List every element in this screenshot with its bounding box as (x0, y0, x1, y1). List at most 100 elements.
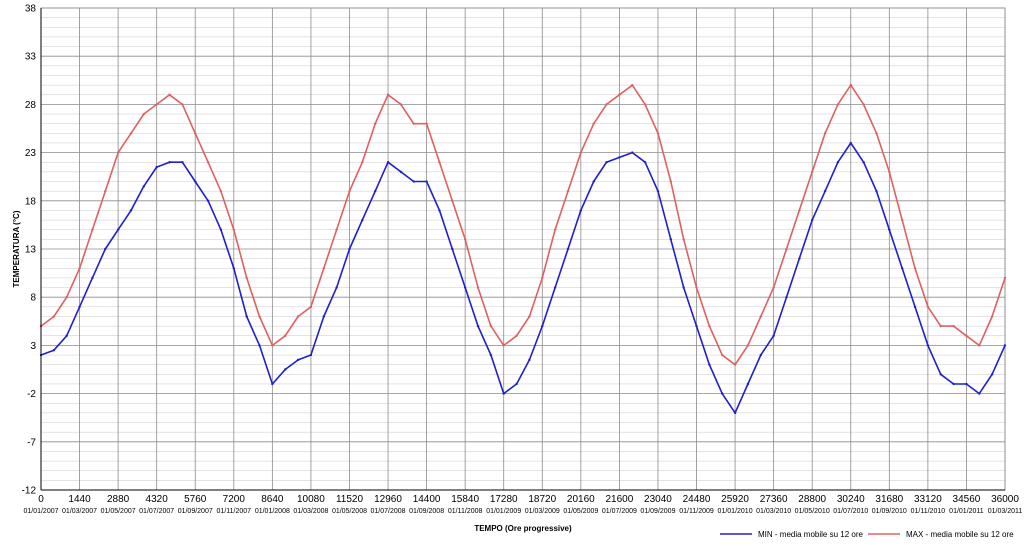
series-point (708, 363, 711, 366)
series-point (746, 344, 750, 347)
series-point (451, 199, 454, 202)
series-point (65, 334, 68, 337)
x-tick-label: 28800 (798, 494, 826, 505)
x-tick-label: 17280 (490, 494, 518, 505)
series-point (695, 324, 698, 328)
series-point (579, 209, 583, 212)
x-date-label: 01/03/2009 (525, 508, 560, 515)
series-point (849, 141, 852, 145)
x-tick-label: 15840 (451, 494, 479, 505)
series-point (669, 238, 673, 241)
series-point (386, 161, 390, 164)
series-point (194, 132, 197, 135)
series-group (39, 83, 1007, 415)
series-point (965, 334, 968, 337)
x-axis-title: TEMPO (Ore progressive) (474, 524, 572, 533)
y-tick-label: 33 (25, 52, 37, 63)
series-point (1003, 344, 1007, 347)
series-point (399, 170, 403, 174)
series-point (168, 161, 171, 164)
series-point (232, 228, 235, 231)
series-point (605, 161, 608, 164)
legend: MIN - media mobile su 12 ore MAX - media… (720, 530, 1014, 539)
x-date-label: 01/09/2010 (872, 508, 907, 515)
x-date-label: 01/01/2009 (486, 508, 521, 515)
x-tick-label: 31680 (875, 494, 903, 505)
axes (40, 8, 1005, 491)
series-point (618, 156, 621, 159)
series-point (463, 238, 467, 241)
series-point (926, 305, 930, 309)
y-axis-title: TEMPERATURA (°C) (12, 210, 21, 287)
x-tick-label: 18720 (528, 494, 556, 505)
series-point (476, 286, 480, 289)
series-point (823, 132, 827, 135)
series-point (656, 132, 660, 135)
series-point (553, 286, 557, 289)
series-point (849, 83, 852, 87)
x-date-label: 01/09/2007 (178, 508, 213, 515)
x-tick-labels: 0 1440 2880 4320 5760 7200 8640 10080 11520 12960… (38, 494, 1019, 505)
series-point (296, 315, 300, 318)
series-point (862, 161, 865, 164)
x-date-label: 01/01/2010 (718, 508, 753, 515)
series-point (399, 103, 403, 106)
x-date-label: 01/11/2009 (679, 508, 714, 515)
series-line (40, 142, 1006, 414)
y-tick-label: 8 (30, 293, 36, 304)
series-point (836, 103, 840, 106)
series-point (258, 315, 261, 318)
series-point (142, 185, 146, 188)
series-point (721, 392, 724, 395)
series-point (682, 286, 685, 289)
series-point (104, 189, 107, 193)
series-point (284, 334, 287, 337)
series-point (373, 189, 377, 193)
series-point (502, 344, 505, 347)
series-point (245, 276, 248, 280)
series-point (309, 305, 313, 309)
series-point (875, 189, 878, 193)
y-tick-label: -12 (22, 486, 37, 497)
series-point (116, 228, 120, 231)
y-tick-label: 3 (30, 341, 36, 352)
series-point (412, 122, 415, 125)
x-date-label: 01/01/2008 (255, 508, 290, 515)
series-point (631, 83, 634, 87)
series-point (181, 103, 184, 106)
series-point (52, 315, 56, 318)
series-point (284, 368, 287, 371)
series-point (708, 324, 711, 328)
series-point (939, 324, 942, 328)
series-point (361, 161, 364, 164)
x-tick-label: 8640 (261, 494, 284, 505)
series-point (592, 180, 595, 183)
y-tick-label: 28 (25, 100, 37, 111)
x-date-label: 01/07/2010 (833, 508, 868, 515)
series-point (425, 180, 428, 183)
x-tick-label: 33120 (914, 494, 942, 505)
series-point (900, 218, 904, 222)
series-point (721, 353, 724, 357)
series-point (811, 218, 814, 222)
x-date-label: 01/03/2011 (988, 508, 1023, 515)
y-tick-label: 18 (25, 196, 37, 207)
x-tick-label: 36000 (991, 494, 1019, 505)
x-tick-label: 34560 (953, 494, 981, 505)
grid (40, 7, 1006, 491)
series-point (65, 296, 68, 299)
x-date-label: 01/05/2008 (332, 508, 367, 515)
series-point (566, 189, 570, 193)
x-tick-label: 23040 (644, 494, 672, 505)
series-point (438, 161, 441, 164)
x-tick-label: 30240 (837, 494, 865, 505)
series-point (746, 382, 750, 386)
series-point (142, 112, 146, 116)
x-tick-label: 12960 (374, 494, 402, 505)
series-point (772, 334, 775, 337)
series-point (91, 276, 94, 280)
series-point (553, 228, 557, 231)
series-point (643, 161, 647, 164)
